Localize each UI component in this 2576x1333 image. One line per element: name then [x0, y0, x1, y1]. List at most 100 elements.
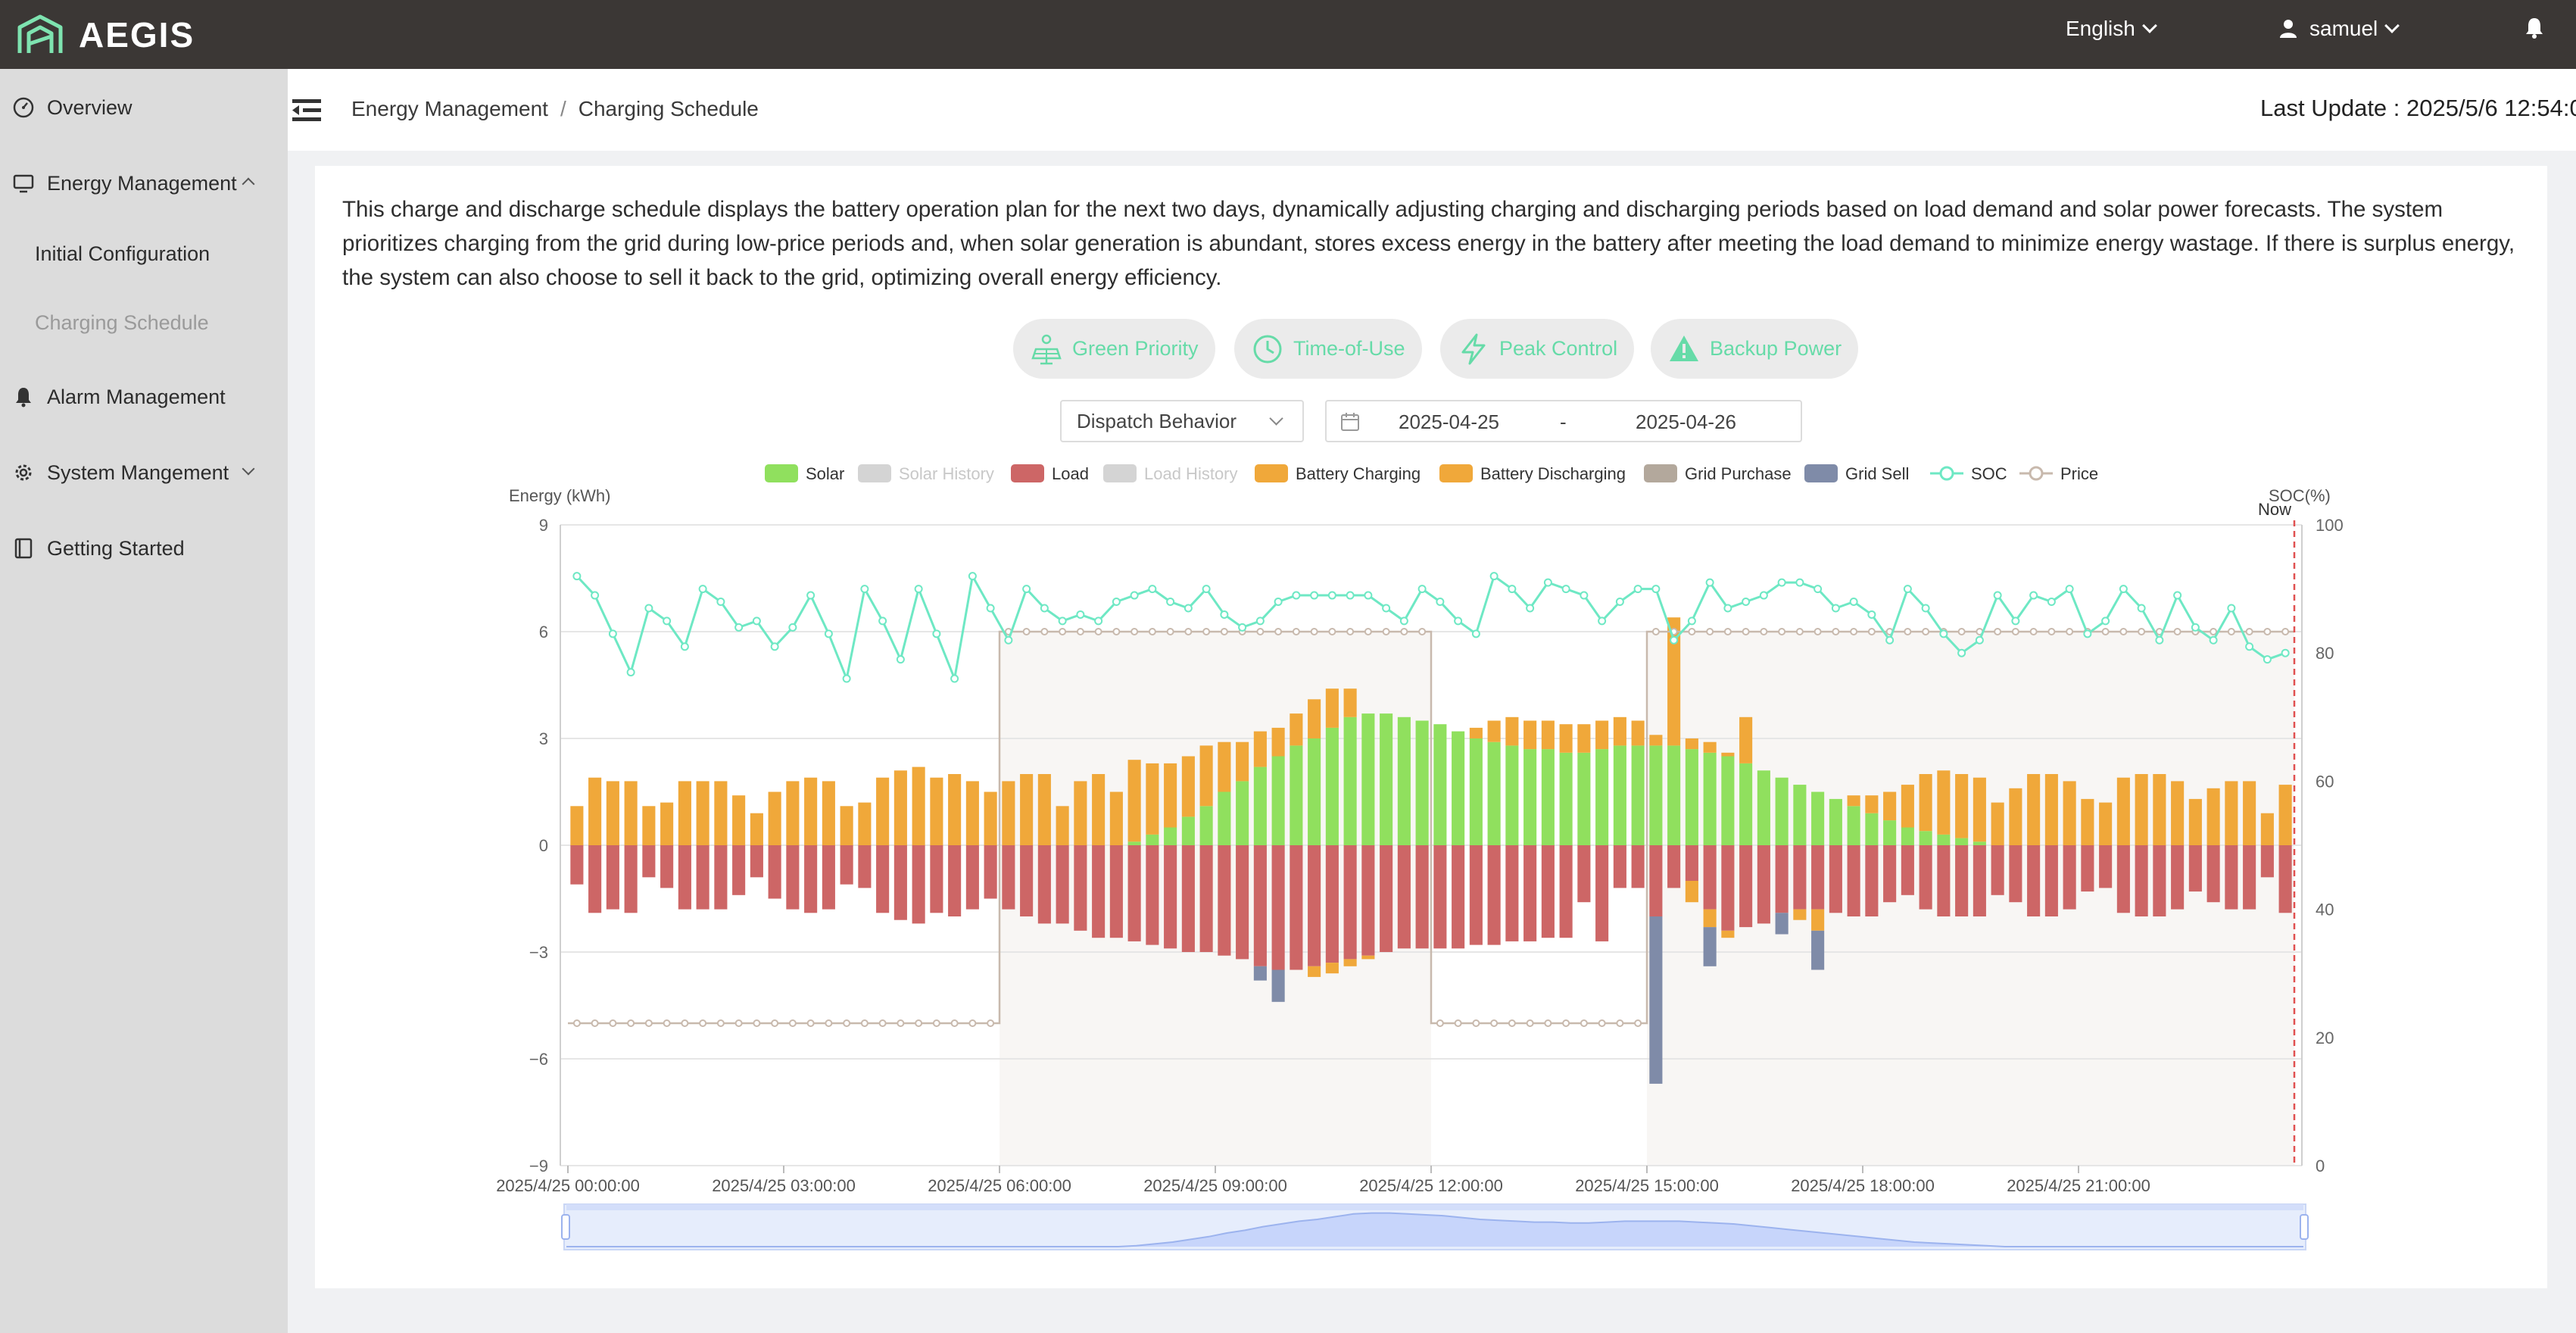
- notification-bell[interactable]: [2525, 17, 2544, 39]
- price-point[interactable]: [987, 1019, 995, 1027]
- battery-charging-bar[interactable]: [912, 766, 925, 845]
- price-point[interactable]: [2047, 628, 2056, 635]
- solar-bar[interactable]: [1685, 749, 1698, 845]
- solar-bar[interactable]: [1146, 834, 1159, 845]
- battery-charging-bar[interactable]: [1146, 763, 1159, 835]
- grid-sell-bar[interactable]: [1775, 913, 1789, 935]
- soc-point[interactable]: [1543, 578, 1552, 587]
- soc-point[interactable]: [1004, 635, 1013, 645]
- load-bar[interactable]: [1092, 845, 1106, 938]
- load-bar[interactable]: [2153, 845, 2166, 916]
- soc-point[interactable]: [1742, 598, 1751, 607]
- battery-charging-bar[interactable]: [1649, 735, 1663, 746]
- battery-charging-bar[interactable]: [2188, 798, 2202, 845]
- soc-point[interactable]: [1417, 585, 1427, 594]
- load-bar[interactable]: [1703, 845, 1717, 910]
- battery-charging-bar[interactable]: [2206, 788, 2220, 845]
- battery-charging-bar[interactable]: [1883, 791, 1897, 821]
- soc-point[interactable]: [2011, 617, 2020, 626]
- dispatch-behavior-select[interactable]: Dispatch Behavior: [1060, 400, 1304, 442]
- battery-charging-bar[interactable]: [2171, 781, 2185, 845]
- battery-charging-bar[interactable]: [1487, 720, 1501, 742]
- soc-point[interactable]: [1777, 578, 1786, 587]
- price-point[interactable]: [878, 1019, 887, 1027]
- battery-charging-bar[interactable]: [2081, 798, 2094, 845]
- soc-point[interactable]: [2065, 585, 2074, 594]
- grid-sell-bar[interactable]: [1649, 916, 1663, 1084]
- solar-bar[interactable]: [1721, 756, 1735, 846]
- solar-bar[interactable]: [1541, 749, 1555, 845]
- solar-bar[interactable]: [1415, 720, 1429, 846]
- battery-charging-bar[interactable]: [2243, 781, 2256, 845]
- breadcrumb-parent[interactable]: Energy Management: [351, 97, 548, 120]
- load-bar[interactable]: [1757, 845, 1770, 924]
- soc-point[interactable]: [2209, 635, 2218, 645]
- price-point[interactable]: [1166, 628, 1174, 635]
- soc-point[interactable]: [1670, 635, 1679, 645]
- soc-point[interactable]: [1651, 585, 1661, 594]
- load-bar[interactable]: [804, 845, 818, 913]
- price-point[interactable]: [1904, 628, 1912, 635]
- load-bar[interactable]: [1811, 845, 1825, 910]
- soc-point[interactable]: [1364, 591, 1373, 600]
- price-point[interactable]: [2119, 628, 2128, 635]
- solar-bar[interactable]: [1739, 763, 1753, 845]
- price-point[interactable]: [1957, 628, 1966, 635]
- battery-charging-bar[interactable]: [2009, 788, 2022, 845]
- battery-discharging-bar[interactable]: [1685, 881, 1698, 903]
- sidebar-item-getting-started[interactable]: Getting Started: [0, 532, 288, 564]
- price-point[interactable]: [950, 1019, 959, 1027]
- battery-charging-bar[interactable]: [1955, 774, 1969, 838]
- legend-swatch[interactable]: [765, 464, 798, 482]
- load-bar[interactable]: [948, 845, 962, 916]
- load-bar[interactable]: [2278, 845, 2292, 913]
- solar-bar[interactable]: [1433, 724, 1447, 845]
- solar-bar[interactable]: [1253, 766, 1267, 845]
- solar-bar[interactable]: [1955, 838, 1969, 845]
- battery-charging-bar[interactable]: [1865, 795, 1879, 813]
- load-bar[interactable]: [570, 845, 584, 885]
- load-bar[interactable]: [1397, 845, 1411, 949]
- load-bar[interactable]: [678, 845, 691, 910]
- soc-point[interactable]: [878, 617, 887, 626]
- battery-charging-bar[interactable]: [714, 781, 728, 845]
- load-bar[interactable]: [984, 845, 997, 899]
- soc-point[interactable]: [1957, 648, 1966, 657]
- soc-point[interactable]: [716, 598, 725, 607]
- soc-point[interactable]: [1526, 604, 1535, 613]
- load-bar[interactable]: [930, 845, 943, 913]
- soc-line[interactable]: [575, 573, 2286, 683]
- price-point[interactable]: [2029, 628, 2038, 635]
- soc-point[interactable]: [1310, 591, 1319, 600]
- soc-point[interactable]: [680, 642, 689, 651]
- load-bar[interactable]: [1595, 845, 1609, 941]
- price-point[interactable]: [1706, 628, 1714, 635]
- price-point[interactable]: [1544, 1019, 1552, 1027]
- battery-charging-bar[interactable]: [1721, 752, 1735, 757]
- price-point[interactable]: [572, 1019, 581, 1027]
- load-bar[interactable]: [2243, 845, 2256, 910]
- soc-point[interactable]: [1903, 585, 1912, 594]
- battery-charging-bar[interactable]: [965, 781, 979, 845]
- load-bar[interactable]: [1236, 845, 1249, 960]
- soc-point[interactable]: [1327, 591, 1336, 600]
- price-point[interactable]: [968, 1019, 977, 1027]
- price-point[interactable]: [1292, 628, 1300, 635]
- battery-discharging-bar[interactable]: [1308, 966, 1321, 977]
- price-point[interactable]: [1598, 1019, 1606, 1027]
- solar-bar[interactable]: [1793, 785, 1807, 845]
- battery-charging-bar[interactable]: [1037, 774, 1051, 845]
- solar-bar[interactable]: [1271, 756, 1285, 846]
- price-point[interactable]: [1418, 628, 1427, 635]
- load-bar[interactable]: [1308, 845, 1321, 966]
- solar-bar[interactable]: [1308, 738, 1321, 845]
- price-point[interactable]: [1832, 628, 1840, 635]
- price-point[interactable]: [1994, 628, 2002, 635]
- solar-bar[interactable]: [1595, 749, 1609, 845]
- load-bar[interactable]: [1415, 845, 1429, 949]
- battery-charging-bar[interactable]: [948, 774, 962, 845]
- legend-swatch[interactable]: [1255, 464, 1288, 482]
- load-bar[interactable]: [1164, 845, 1177, 949]
- battery-charging-bar[interactable]: [2063, 781, 2076, 845]
- sidebar-item-initial-configuration[interactable]: Initial Configuration: [35, 242, 211, 265]
